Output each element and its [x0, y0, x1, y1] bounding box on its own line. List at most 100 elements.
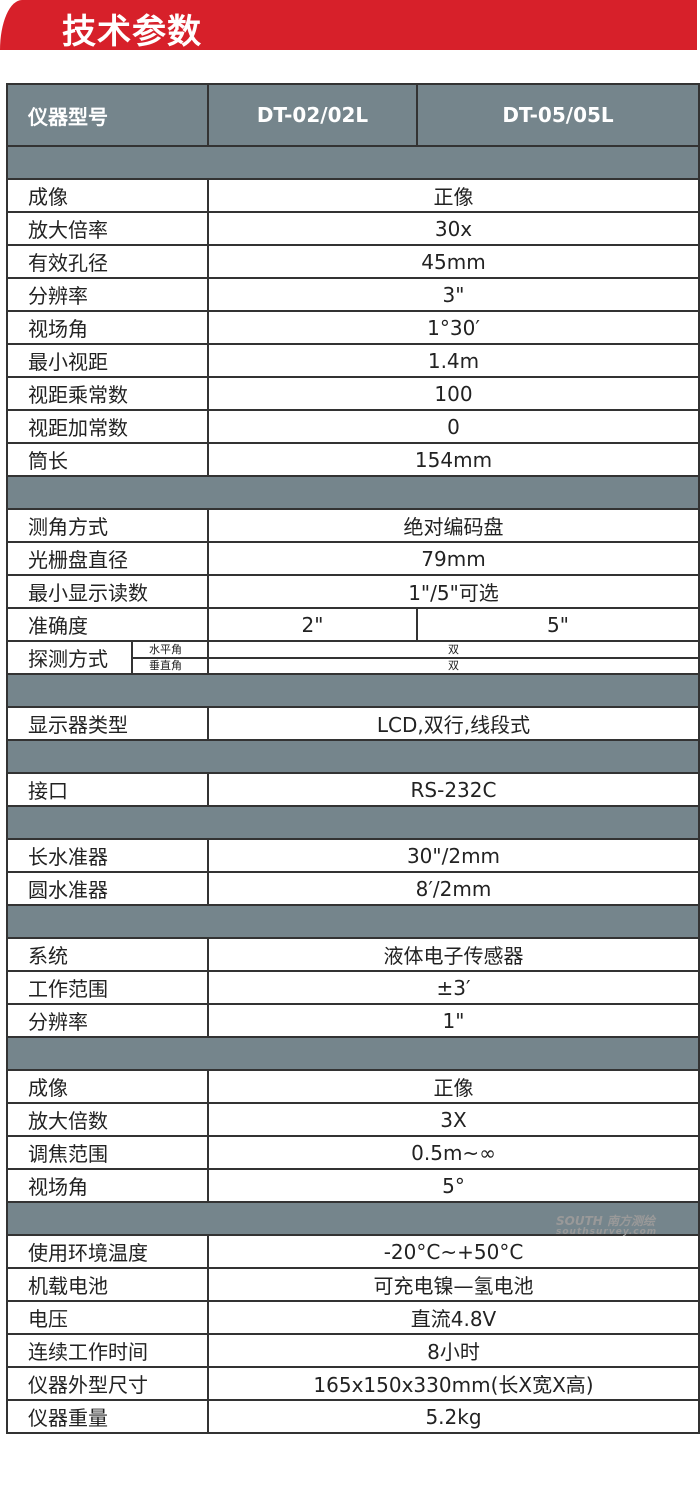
row-value: 0.5m~∞ [207, 1135, 700, 1170]
table-row: 视距乘常数 100 [6, 376, 700, 411]
table-row: 有效孔径 45mm [6, 244, 700, 279]
section-row [6, 1036, 700, 1071]
row-value: 正像 [207, 1069, 700, 1104]
row-label: 成像 [6, 1069, 209, 1104]
table-row: 连续工作时间 8小时 [6, 1333, 700, 1368]
row-label: 长水准器 [6, 838, 209, 873]
row-value: LCD,双行,线段式 [207, 706, 700, 741]
row-value: 双 [207, 640, 700, 659]
row-label: 机载电池 [6, 1267, 209, 1302]
row-value: -20°C~+50°C [207, 1234, 700, 1269]
row-value: 5° [207, 1168, 700, 1203]
table-row: 准确度 2" 5" [6, 607, 700, 642]
row-label: 接口 [6, 772, 209, 807]
row-label: 显示器类型 [6, 706, 209, 741]
row-value: 100 [207, 376, 700, 411]
row-value: 直流4.8V [207, 1300, 700, 1335]
row-label: 分辨率 [6, 1003, 209, 1038]
table-row: 视场角 5° [6, 1168, 700, 1203]
row-value: 8小时 [207, 1333, 700, 1368]
table-row: 系统 液体电子传感器 [6, 937, 700, 972]
row-label: 探测方式 [6, 640, 133, 675]
table-row: 光栅盘直径 79mm [6, 541, 700, 576]
sub-label: 水平角 [131, 640, 209, 659]
section-row [6, 145, 700, 180]
row-label: 调焦范围 [6, 1135, 209, 1170]
header-dt02: DT-02/02L [207, 83, 418, 147]
table-row: 电压 直流4.8V [6, 1300, 700, 1335]
row-value: 30x [207, 211, 700, 246]
row-label: 连续工作时间 [6, 1333, 209, 1368]
table-row: 测角方式 绝对编码盘 [6, 508, 700, 543]
table-header: 仪器型号 DT-02/02L DT-05/05L [6, 83, 700, 147]
table-row: 长水准器 30"/2mm [6, 838, 700, 873]
table-row: 视距加常数 0 [6, 409, 700, 444]
row-value: 0 [207, 409, 700, 444]
row-value: 液体电子传感器 [207, 937, 700, 972]
row-label: 电压 [6, 1300, 209, 1335]
section-divider [6, 475, 700, 510]
row-label: 分辨率 [6, 277, 209, 312]
row-label: 准确度 [6, 607, 209, 642]
row-label: 光栅盘直径 [6, 541, 209, 576]
section-divider [6, 145, 700, 180]
table-row: 机载电池 可充电镍—氢电池 [6, 1267, 700, 1302]
table-row: 放大倍数 3X [6, 1102, 700, 1137]
section-divider [6, 904, 700, 939]
table-row: 筒长 154mm [6, 442, 700, 477]
row-value: 1.4m [207, 343, 700, 378]
section-divider [6, 739, 700, 774]
table-row: 显示器类型 LCD,双行,线段式 [6, 706, 700, 741]
row-label: 最小视距 [6, 343, 209, 378]
table-row: 视场角 1°30′ [6, 310, 700, 345]
table-row: 探测方式 水平角双 [6, 640, 700, 675]
row-value: RS-232C [207, 772, 700, 807]
table-row: 工作范围 ±3′ [6, 970, 700, 1005]
section-row [6, 1201, 700, 1236]
section-row [6, 805, 700, 840]
table-row: 使用环境温度 -20°C~+50°C [6, 1234, 700, 1269]
row-label: 视距乘常数 [6, 376, 209, 411]
header-dt05: DT-05/05L [416, 83, 700, 147]
row-label: 圆水准器 [6, 871, 209, 906]
row-value: 1" [207, 1003, 700, 1038]
row-value: 1"/5"可选 [207, 574, 700, 609]
row-value: 绝对编码盘 [207, 508, 700, 543]
row-value: 45mm [207, 244, 700, 279]
row-value-dt05: 5" [416, 607, 700, 642]
row-value: 3X [207, 1102, 700, 1137]
row-value: 3" [207, 277, 700, 312]
row-label: 视距加常数 [6, 409, 209, 444]
title-banner: 技术参数 [0, 0, 697, 52]
row-label: 视场角 [6, 310, 209, 345]
page-title: 技术参数 [62, 12, 202, 52]
table-row: 最小显示读数 1"/5"可选 [6, 574, 700, 609]
table-row: 接口 RS-232C [6, 772, 700, 807]
row-value: 165x150x330mm(长X宽X高) [207, 1366, 700, 1401]
row-value: 30"/2mm [207, 838, 700, 873]
sub-label: 垂直角 [131, 656, 209, 675]
row-label: 系统 [6, 937, 209, 972]
table-row: 成像 正像 [6, 1069, 700, 1104]
row-value: 可充电镍—氢电池 [207, 1267, 700, 1302]
table-row: 调焦范围 0.5m~∞ [6, 1135, 700, 1170]
row-value: 双 [207, 656, 700, 675]
section-row [6, 904, 700, 939]
row-label: 工作范围 [6, 970, 209, 1005]
row-label: 筒长 [6, 442, 209, 477]
row-label: 视场角 [6, 1168, 209, 1203]
table-row: 分辨率 3" [6, 277, 700, 312]
section-row [6, 739, 700, 774]
section-row [6, 475, 700, 510]
row-label: 有效孔径 [6, 244, 209, 279]
section-divider [6, 1036, 700, 1071]
section-row [6, 673, 700, 708]
row-value: 1°30′ [207, 310, 700, 345]
row-label: 放大倍率 [6, 211, 209, 246]
spec-table: 仪器型号 DT-02/02L DT-05/05L 成像 正像 放大倍率 30x 有效孔径… [6, 83, 700, 1434]
row-label: 测角方式 [6, 508, 209, 543]
table-row: 放大倍率 30x [6, 211, 700, 246]
section-divider [6, 673, 700, 708]
header-model: 仪器型号 [6, 83, 209, 147]
row-label: 使用环境温度 [6, 1234, 209, 1269]
